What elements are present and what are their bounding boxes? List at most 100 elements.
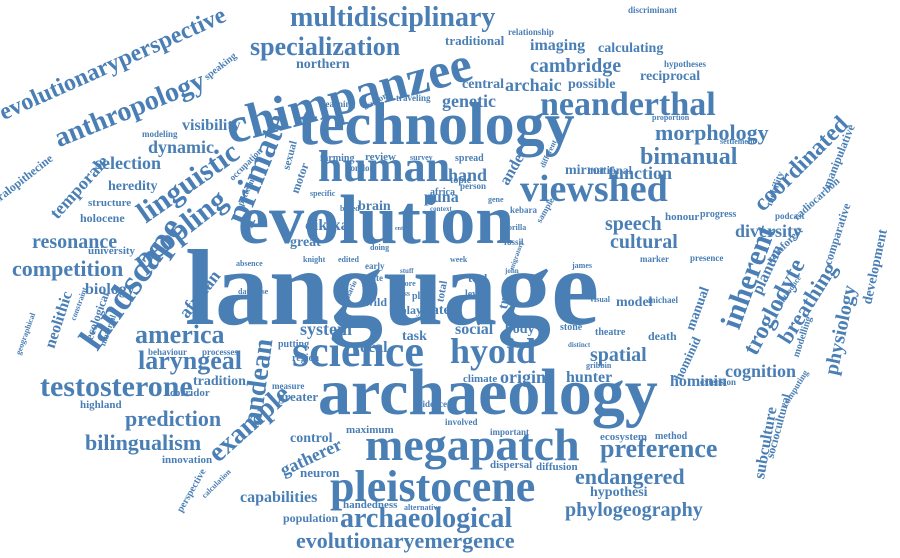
- word-measure: measure: [272, 381, 305, 391]
- word-archaic: archaic: [505, 75, 562, 95]
- word-farming: farming: [320, 153, 355, 164]
- word-neuron: neuron: [300, 465, 340, 480]
- word-language: language: [185, 229, 600, 348]
- word-michael: michael: [648, 295, 678, 305]
- word-traditional: traditional: [445, 33, 505, 48]
- word-neanderthal: neanderthal: [540, 86, 716, 123]
- word-hand: hand: [448, 165, 488, 185]
- word-body: body: [505, 322, 535, 337]
- word-spatial: spatial: [590, 344, 647, 366]
- word-development: development: [860, 228, 891, 306]
- word-ecosystem: ecosystem: [600, 431, 648, 443]
- word-extension: extension: [700, 377, 736, 387]
- word-puna: puna: [424, 189, 459, 206]
- word-context: context: [430, 205, 452, 213]
- word-london: london: [348, 163, 375, 173]
- word-reciprocal: reciprocal: [640, 69, 701, 84]
- word-hypothesi: hypothesi: [590, 485, 648, 500]
- word-science: science: [292, 327, 424, 376]
- word-based: based: [340, 204, 360, 213]
- word-evolutionaryemergence: evolutionaryemergence: [296, 528, 515, 553]
- word-diffusion: diffusion: [536, 461, 578, 473]
- word-gorilla: gorilla: [504, 223, 527, 232]
- word-fossil: fossil: [504, 237, 524, 247]
- word-person: person: [460, 181, 487, 191]
- word-specific: specific: [310, 189, 336, 198]
- word-gene: gene: [488, 195, 504, 204]
- word-diversity: diversity: [735, 221, 802, 241]
- word-physiology: physiology: [820, 283, 861, 377]
- word-dikika: dikika: [305, 217, 349, 234]
- word-behaviour: behaviour: [148, 347, 188, 357]
- word-function: function: [608, 163, 673, 183]
- word-system: system: [300, 319, 352, 339]
- word-innovation: innovation: [162, 454, 213, 466]
- word-prediction: prediction: [125, 406, 222, 431]
- word-spread: spread: [455, 153, 484, 164]
- word-progress: progress: [700, 209, 737, 220]
- word-james: james: [572, 261, 592, 270]
- word-vocal: vocal: [352, 339, 388, 356]
- word-archaeological: archaeological: [340, 503, 513, 534]
- word-greater: greater: [278, 389, 319, 404]
- word-settlement: settlement: [720, 137, 756, 146]
- word-genetic: genetic: [442, 91, 496, 111]
- word-america: america: [135, 320, 225, 349]
- word-honour: honour: [665, 211, 700, 223]
- word-viewshed: viewshed: [520, 168, 668, 210]
- word-play: play: [400, 303, 423, 317]
- word-social: social: [455, 321, 494, 338]
- word-stone: stone: [560, 322, 583, 333]
- word-multidisciplinary: multidisciplinary: [290, 2, 496, 33]
- word-structure: structure: [88, 197, 132, 209]
- word-morphology: morphology: [655, 120, 769, 145]
- word-possible: possible: [568, 77, 616, 92]
- word-hunter: hunter: [566, 369, 613, 386]
- word-heredity: heredity: [108, 179, 158, 194]
- word-maximum: maximum: [346, 424, 394, 436]
- word-database: database: [238, 287, 269, 296]
- word-megapatch: megapatch: [365, 419, 580, 470]
- word-early: early: [365, 261, 385, 271]
- word-late: late: [428, 303, 450, 318]
- word-biology: biology: [85, 281, 135, 298]
- word-model: model: [616, 295, 653, 310]
- word-review: review: [365, 151, 396, 163]
- word-processes: processes: [202, 347, 238, 357]
- word-pleistocene: pleistocene: [330, 462, 536, 511]
- word-visual: visual: [590, 295, 611, 304]
- word-john: john: [505, 267, 519, 275]
- word-phylogeography: phylogeography: [565, 499, 703, 521]
- word-doing: doing: [370, 243, 390, 252]
- word-highland: highland: [80, 399, 122, 411]
- word-state: state: [365, 273, 383, 283]
- word-control: control: [290, 431, 333, 446]
- word-wild: wild: [365, 295, 388, 309]
- word-dynamic: dynamic: [148, 137, 215, 157]
- word-human: human: [318, 142, 451, 191]
- word-bilingualism: bilingualism: [85, 430, 202, 455]
- word-involved: involved: [445, 417, 478, 427]
- word-learning: learning: [323, 99, 356, 109]
- word-climate: climate: [463, 373, 498, 385]
- word-region: region: [292, 353, 320, 364]
- word-endangered: endangered: [575, 464, 685, 489]
- word-kebara: kebara: [510, 205, 537, 215]
- word-modeling: modeling: [142, 129, 178, 139]
- word-relationship: relationship: [508, 27, 554, 37]
- word-competition: competition: [12, 256, 124, 281]
- word-discriminant: discriminant: [628, 5, 678, 15]
- word-manual: manual: [683, 285, 713, 333]
- word-death: death: [648, 329, 677, 343]
- word-brain: brain: [358, 199, 391, 214]
- word-mirror: mirror: [565, 163, 606, 178]
- word-distinct: distinct: [568, 341, 591, 349]
- word-hyoid: hyoid: [450, 331, 537, 371]
- word-university: university: [88, 245, 136, 257]
- word-dispersal: dispersal: [490, 459, 533, 471]
- word-survey: survey: [410, 153, 433, 162]
- word-hypotheses: hypotheses: [664, 59, 707, 69]
- word-visibility: visibility: [182, 117, 241, 134]
- word-more: more: [398, 279, 416, 288]
